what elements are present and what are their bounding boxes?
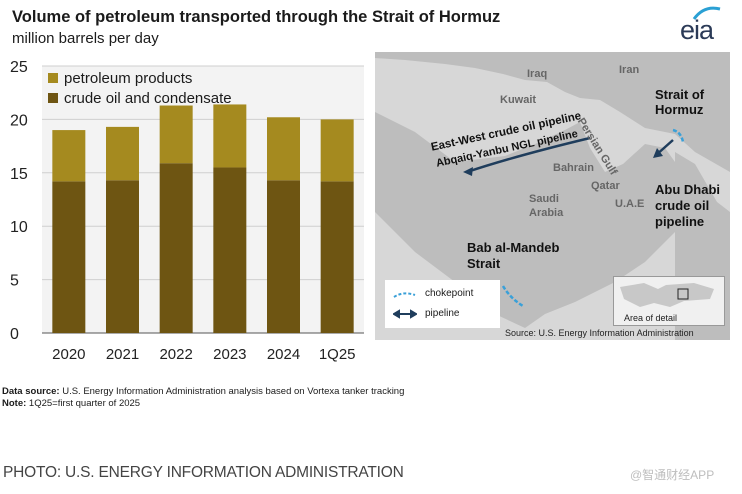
legend-label-crude: crude oil and condensate (64, 89, 232, 107)
map-label-iran: Iran (619, 64, 640, 76)
bar-chart: 0 5 10 15 20 25 2020 2021 2022 2023 2024 1Q25 (10, 59, 364, 363)
watermark: @智通财经APP (630, 468, 715, 482)
data-source-text: U.S. Energy Information Administration a… (59, 386, 405, 397)
legend-item-products: petroleum products (48, 68, 232, 88)
plot-background (42, 66, 364, 333)
bar-crude-1Q25 (320, 181, 354, 333)
chokepoint-icon (393, 291, 416, 298)
bar-crude-2021 (106, 180, 139, 333)
bar-products-2022 (159, 105, 193, 164)
map-label-uae: U.A.E (615, 198, 645, 210)
legend-swatch-crude (48, 93, 58, 103)
map-legend-chokepoint: chokepoint (393, 288, 473, 299)
map-label-saudi-arabia: Saudi Arabia (529, 193, 564, 219)
map-source: Source: U.S. Energy Information Administ… (505, 328, 694, 338)
y-tick-label: 25 (10, 59, 28, 76)
eia-logo-arc-icon (692, 6, 721, 20)
x-tick-label: 2021 (106, 346, 139, 363)
y-tick-label: 10 (10, 219, 28, 236)
legend-swatch-products (48, 73, 58, 83)
inset-world-map: Area of detail (613, 276, 725, 326)
data-source-label: Data source: (2, 386, 60, 397)
map-label-kuwait: Kuwait (500, 94, 537, 106)
x-tick-label: 2020 (52, 346, 85, 363)
x-tick-label: 2022 (159, 346, 192, 363)
abu-dhabi-arrowhead (653, 148, 663, 158)
chart-title: Volume of petroleum transported through … (12, 8, 501, 26)
bar-layer (52, 104, 354, 333)
y-tick-labels: 0 5 10 15 20 25 (10, 59, 28, 343)
bab-chokepoint-line (501, 285, 524, 308)
bar-products-2020 (52, 130, 86, 182)
grid-layer (42, 65, 364, 334)
x-tick-label: 1Q25 (319, 346, 356, 363)
map-legend-pipeline: pipeline (393, 308, 459, 319)
map-label-abu-dhabi-pipeline: Abu Dhabi crude oil pipeline (655, 182, 720, 229)
bar-crude-2022 (159, 163, 193, 333)
note-line: Note: 1Q25=first quarter of 2025 (2, 398, 404, 410)
y-tick-label: 20 (10, 112, 28, 129)
bar-products-1Q25 (320, 119, 354, 182)
legend-item-crude: crude oil and condensate (48, 88, 232, 108)
map-legend: chokepoint pipeline (385, 280, 500, 328)
pipeline-arrow-icon (393, 308, 417, 319)
chart-subtitle: million barrels per day (12, 30, 159, 47)
east-west-arrowhead (463, 167, 473, 176)
note-text: 1Q25=first quarter of 2025 (26, 398, 141, 409)
x-tick-label: 2024 (267, 346, 300, 363)
hormuz-map: Iraq Iran Kuwait Persian Gulf Strait of … (375, 52, 730, 340)
map-legend-pipeline-label: pipeline (425, 308, 460, 319)
y-tick-label: 5 (10, 273, 19, 290)
inset-world-shape (620, 283, 714, 307)
note-label: Note: (2, 398, 27, 409)
bar-crude-2023 (213, 167, 247, 333)
data-source-line: Data source: U.S. Energy Information Adm… (2, 386, 404, 398)
eia-logo: eia (680, 5, 732, 45)
bar-products-2024 (267, 117, 300, 181)
y-tick-label: 0 (10, 326, 19, 343)
east-west-pipeline (466, 136, 591, 174)
map-label-qatar: Qatar (591, 180, 620, 192)
iran-iraq-landmass (375, 52, 730, 172)
map-label-iraq: Iraq (527, 68, 548, 80)
map-legend-chokepoint-label: chokepoint (425, 288, 474, 299)
legend-label-products: petroleum products (64, 69, 193, 87)
map-label-bahrain: Bahrain (553, 162, 594, 174)
map-label-strait-hormuz: Strait of Hormuz (655, 87, 705, 117)
map-label-bab-al-mandeb: Bab al-Mandeb Strait (467, 240, 560, 271)
chart-legend: petroleum products crude oil and condens… (48, 68, 232, 108)
bar-crude-2024 (267, 180, 300, 333)
chart-notes: Data source: U.S. Energy Information Adm… (2, 386, 404, 410)
bar-products-2023 (213, 104, 247, 168)
inset-label: Area of detail (624, 313, 678, 323)
bar-products-2021 (106, 126, 139, 181)
x-tick-labels: 2020 2021 2022 2023 2024 1Q25 (52, 346, 355, 363)
photo-credit: PHOTO: U.S. ENERGY INFORMATION ADMINISTR… (3, 464, 404, 481)
y-tick-label: 15 (10, 166, 28, 183)
x-tick-label: 2023 (213, 346, 246, 363)
arabia-landmass (375, 112, 685, 328)
hormuz-chokepoint-line (672, 128, 685, 143)
bar-crude-2020 (52, 181, 86, 333)
eia-logo-text: eia (680, 15, 714, 45)
